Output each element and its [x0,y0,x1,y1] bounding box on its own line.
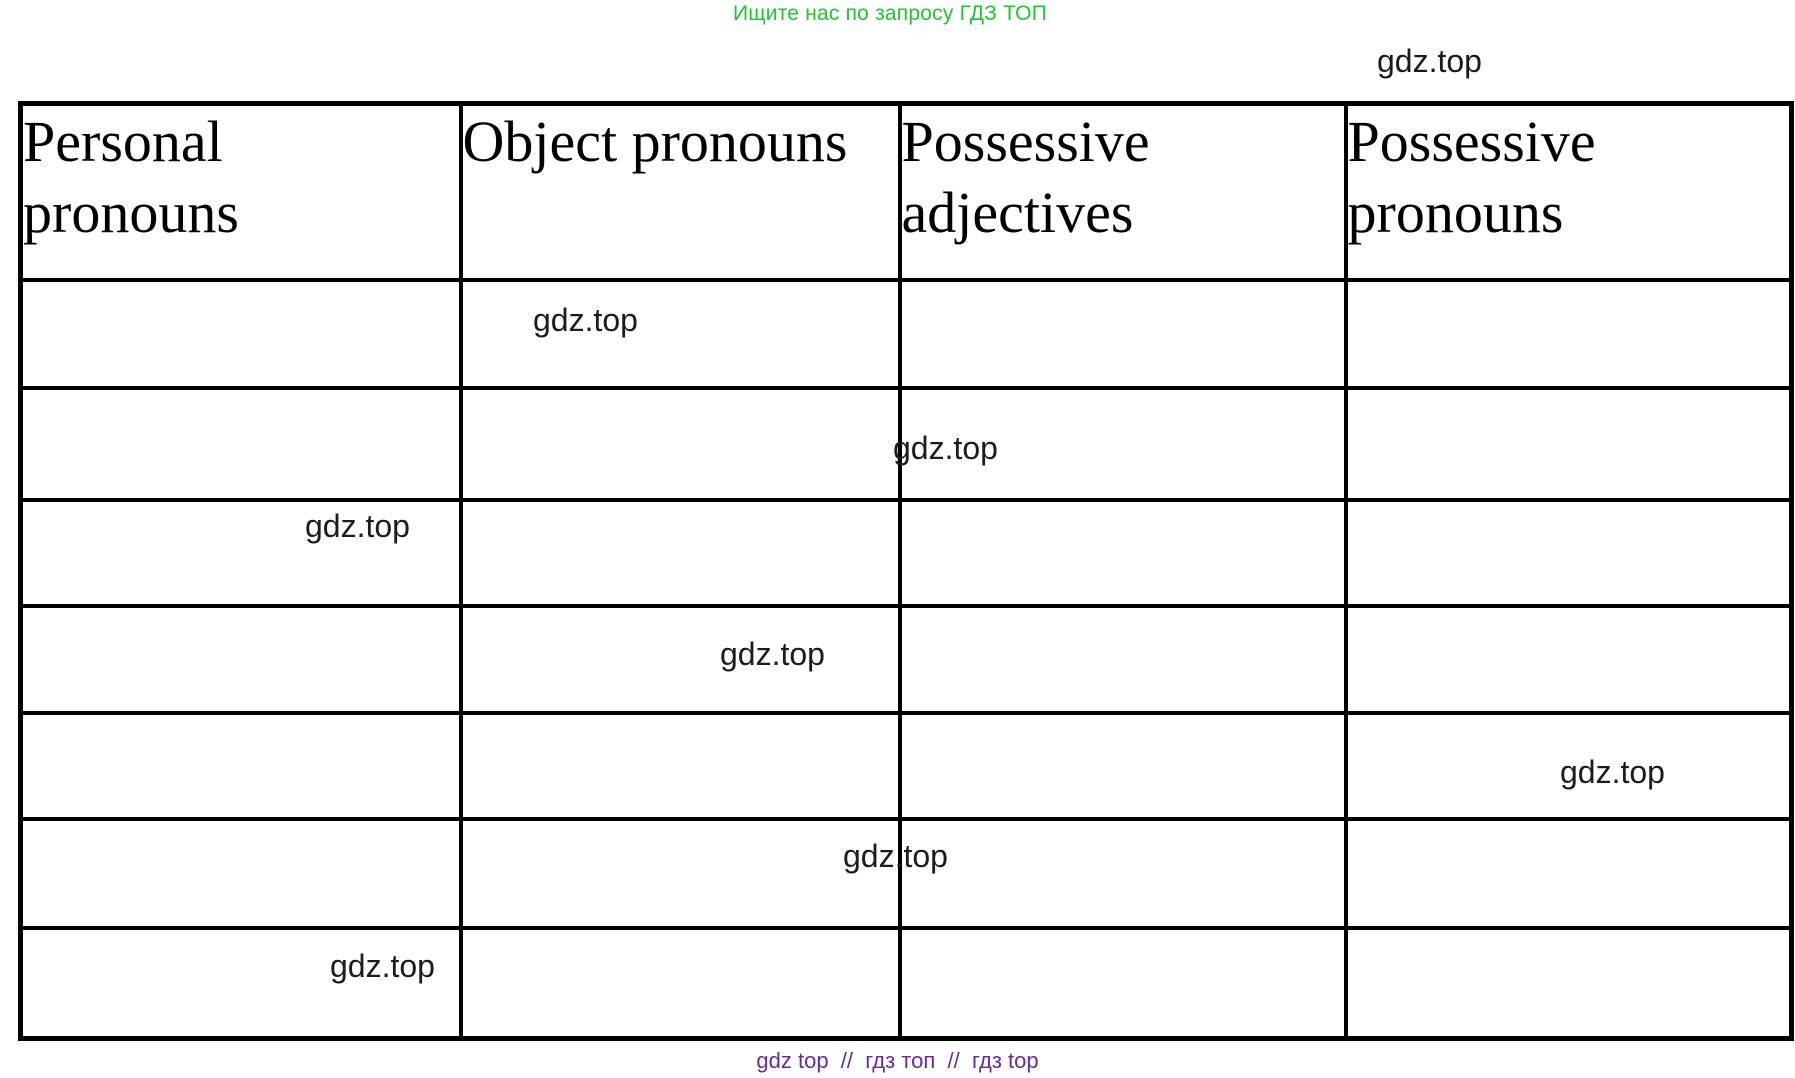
table-row [18,816,1794,930]
table-row [18,603,1794,715]
table-cell [1343,385,1794,502]
site-watermark-top-right: gdz.top [1377,43,1482,79]
table-cell [18,385,463,502]
header-line: Object pronouns [462,109,848,174]
header-line: Possessive [901,109,1150,174]
header-line: adjectives [901,180,1134,245]
table-cell [897,497,1348,608]
cell-watermark: gdz.top [533,302,638,338]
table-cell [458,385,902,502]
table-row [18,277,1794,390]
table-cell [458,710,902,821]
table-cell [1343,816,1794,930]
pronouns-table: Personal pronouns Object pronouns Posses… [18,101,1794,1041]
table-cell [18,710,463,821]
table-cell [897,277,1348,390]
table-cell [897,925,1348,1041]
header-line: pronouns [23,180,239,245]
table-cell [1343,603,1794,715]
cell-watermark: gdz.top [330,948,435,984]
table-row [18,497,1794,608]
cell-watermark: gdz.top [305,508,410,544]
header-line: Personal [23,109,223,174]
table-cell [18,603,463,715]
footer-watermark-text: gdz top // гдз топ // гдз top [756,1048,1039,1073]
table-cell [897,710,1348,821]
header-line: pronouns [1347,180,1564,245]
table-cell [18,277,463,390]
table-cell [897,385,1348,502]
pronouns-table-wrap: Personal pronouns Object pronouns Posses… [18,101,1794,1041]
cell-watermark: gdz.top [843,838,948,874]
table-row [18,710,1794,821]
table-cell [897,603,1348,715]
table-cell [1343,710,1794,821]
table-cell [897,816,1348,930]
promo-banner-text: Ищите нас по запросу ГДЗ ТОП [733,2,1047,25]
table-row [18,385,1794,502]
cell-watermark: gdz.top [893,430,998,466]
column-header-possessive-pronouns: Possessive pronouns [1343,101,1794,282]
table-cell [458,497,902,608]
table-cell [458,816,902,930]
table-cell [18,925,463,1041]
table-cell [1343,925,1794,1041]
column-header-object-pronouns: Object pronouns [458,101,902,282]
cell-watermark: gdz.top [720,636,825,672]
column-header-personal-pronouns: Personal pronouns [18,101,463,282]
table-row [18,925,1794,1041]
table-cell [18,816,463,930]
header-line: Possessive [1347,109,1596,174]
table-cell [1343,497,1794,608]
cell-watermark: gdz.top [1560,754,1665,790]
table-cell [458,603,902,715]
table-cell [18,497,463,608]
table-cell [458,925,902,1041]
table-cell [1343,277,1794,390]
table-cell [458,277,902,390]
column-header-possessive-adjectives: Possessive adjectives [897,101,1348,282]
header-row: Personal pronouns Object pronouns Posses… [18,101,1794,282]
